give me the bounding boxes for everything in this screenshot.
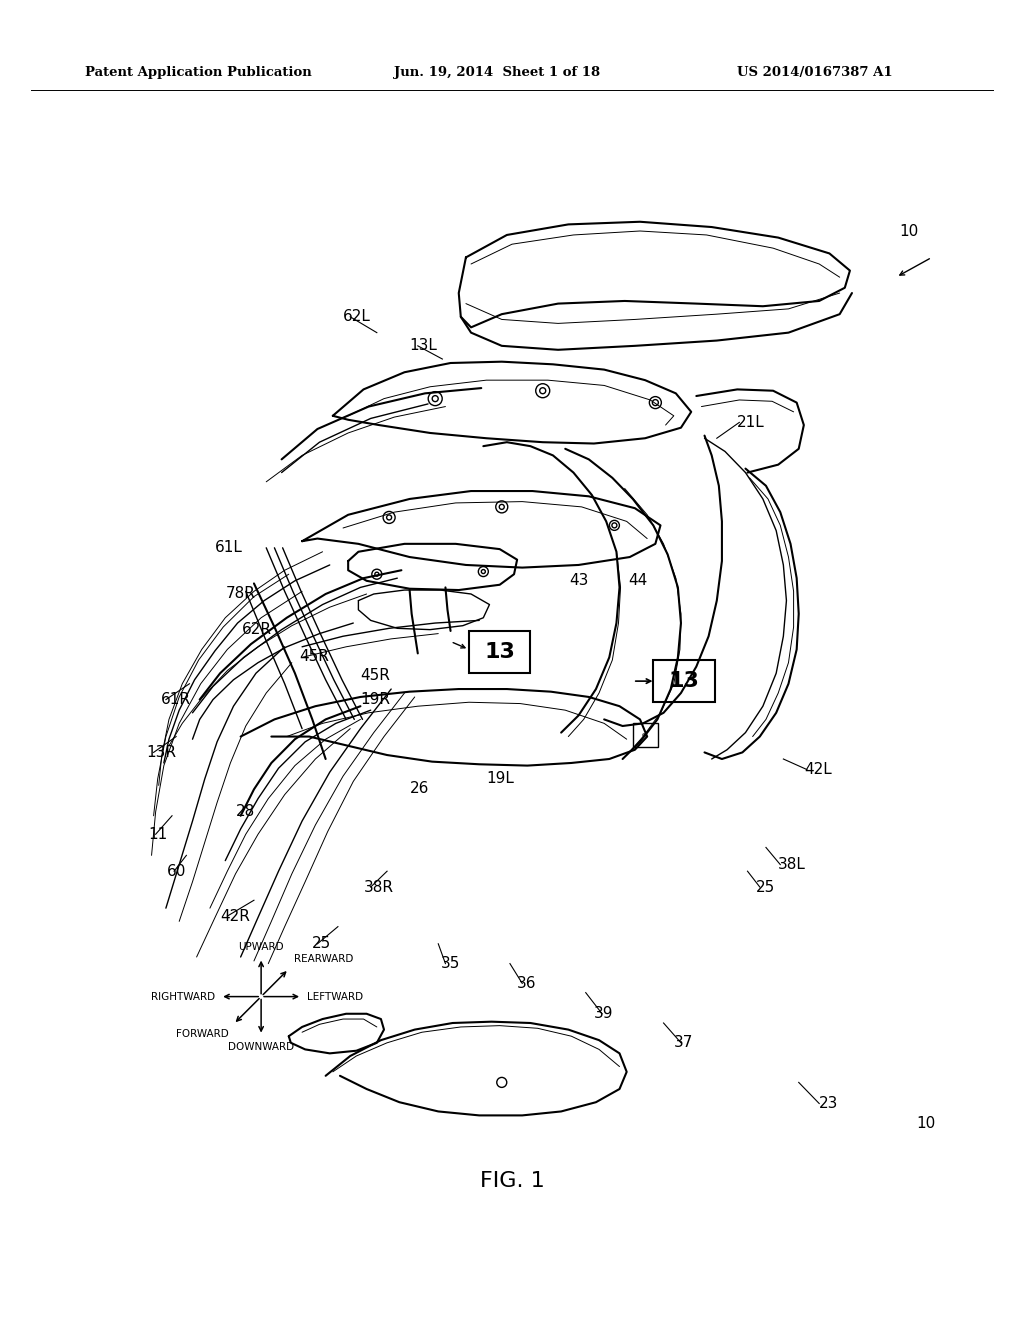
Text: 19L: 19L: [486, 771, 514, 787]
Text: US 2014/0167387 A1: US 2014/0167387 A1: [737, 66, 893, 79]
Circle shape: [481, 569, 485, 574]
Text: 23: 23: [819, 1096, 839, 1111]
Circle shape: [540, 388, 546, 393]
Text: 13L: 13L: [410, 338, 437, 354]
Text: UPWARD: UPWARD: [239, 941, 284, 952]
FancyBboxPatch shape: [653, 660, 715, 702]
Text: REARWARD: REARWARD: [294, 954, 353, 964]
Circle shape: [500, 504, 504, 510]
Circle shape: [652, 400, 658, 405]
Text: 45R: 45R: [360, 668, 390, 684]
Text: 35: 35: [440, 956, 460, 972]
Text: 61L: 61L: [215, 540, 243, 556]
Text: 19R: 19R: [360, 692, 390, 708]
Text: 10: 10: [916, 1115, 936, 1131]
Text: Jun. 19, 2014  Sheet 1 of 18: Jun. 19, 2014 Sheet 1 of 18: [394, 66, 600, 79]
Text: 21L: 21L: [737, 414, 765, 430]
Text: FORWARD: FORWARD: [176, 1030, 228, 1039]
Text: 26: 26: [410, 780, 429, 796]
Text: 78R: 78R: [225, 586, 255, 602]
Text: 42L: 42L: [804, 762, 831, 777]
Circle shape: [387, 515, 391, 520]
Text: FIG. 1: FIG. 1: [479, 1171, 545, 1192]
Text: LEFTWARD: LEFTWARD: [307, 991, 364, 1002]
Text: 45R: 45R: [299, 648, 329, 664]
Text: 10: 10: [900, 223, 919, 239]
Text: 13: 13: [484, 642, 515, 663]
Text: 38L: 38L: [778, 857, 806, 873]
Text: 36: 36: [517, 975, 537, 991]
FancyBboxPatch shape: [469, 631, 530, 673]
Text: 25: 25: [312, 936, 332, 952]
Text: 60: 60: [167, 863, 186, 879]
Text: 37: 37: [674, 1035, 693, 1051]
Text: 39: 39: [594, 1006, 613, 1022]
Text: 61R: 61R: [161, 692, 190, 708]
Text: RIGHTWARD: RIGHTWARD: [152, 991, 215, 1002]
Circle shape: [432, 396, 438, 401]
Circle shape: [375, 572, 379, 577]
Text: el: el: [642, 733, 648, 738]
Text: 62R: 62R: [242, 622, 271, 638]
Text: 44: 44: [629, 573, 648, 589]
Text: 25: 25: [756, 879, 775, 895]
Text: 13R: 13R: [146, 744, 176, 760]
Text: 38R: 38R: [364, 879, 393, 895]
Text: 13: 13: [669, 671, 699, 692]
FancyBboxPatch shape: [633, 723, 658, 747]
Text: 42R: 42R: [220, 908, 250, 924]
Text: DOWNWARD: DOWNWARD: [228, 1041, 294, 1052]
Text: 43: 43: [569, 573, 589, 589]
Circle shape: [612, 523, 616, 528]
Text: 28: 28: [236, 804, 255, 820]
Text: 11: 11: [148, 826, 168, 842]
Text: 62L: 62L: [343, 309, 371, 325]
Text: Patent Application Publication: Patent Application Publication: [85, 66, 311, 79]
